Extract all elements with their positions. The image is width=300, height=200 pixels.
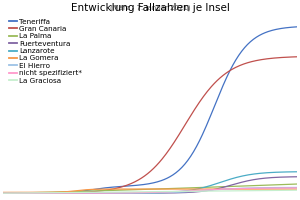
Legend: Teneriffa, Gran Canaria, La Palma, Fuerteventura, Lanzarote, La Gomera, El Hierr: Teneriffa, Gran Canaria, La Palma, Fuert… xyxy=(7,17,84,85)
Text: (März - 7. Januar 2021): (März - 7. Januar 2021) xyxy=(110,4,190,11)
Title: Entwicklung Fallzahlen je Insel: Entwicklung Fallzahlen je Insel xyxy=(70,3,230,13)
